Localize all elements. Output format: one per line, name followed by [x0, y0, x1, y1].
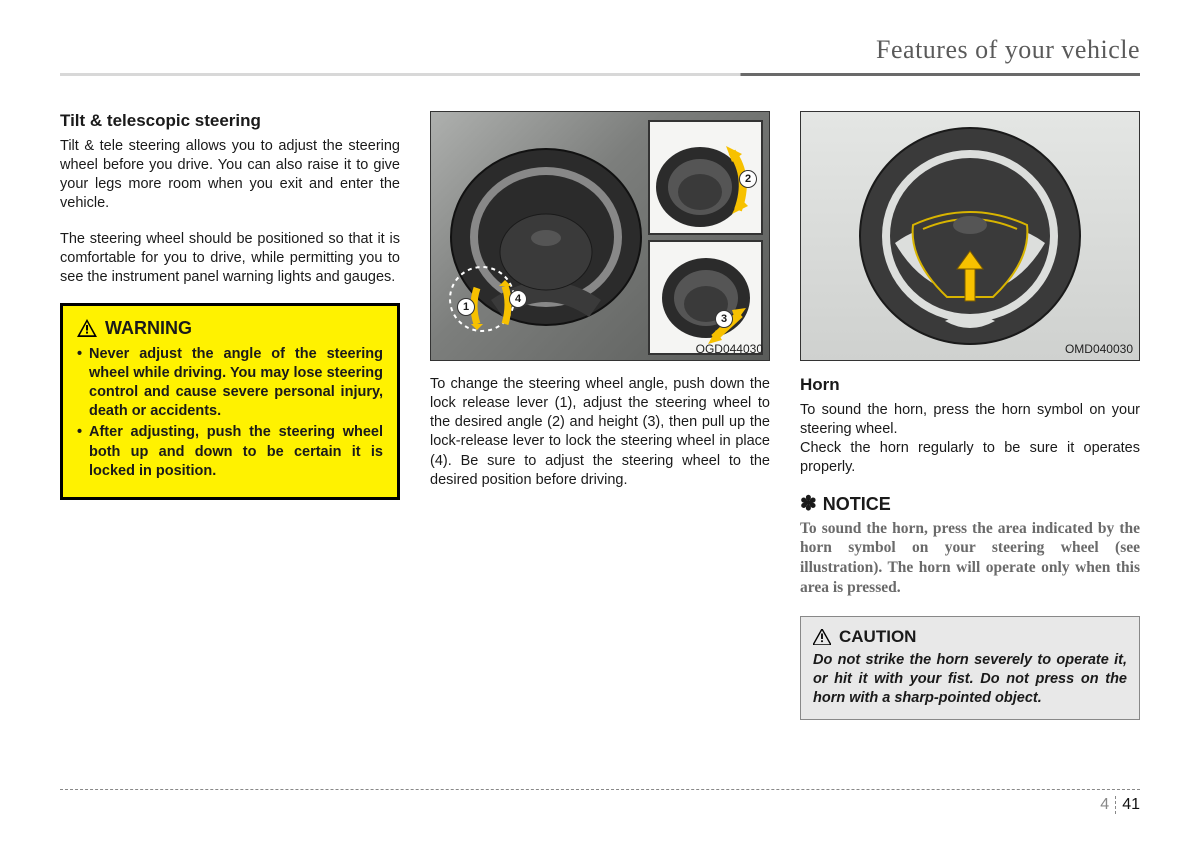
inset-wheel-bot-icon	[650, 242, 765, 357]
caution-label: CAUTION	[839, 627, 916, 647]
tilt-para-1: Tilt & tele steering allows you to adjus…	[60, 137, 400, 214]
page-footer: 4 41	[60, 789, 1140, 819]
column-3: OMD040030 Horn To sound the horn, press …	[800, 111, 1140, 720]
notice-text: To sound the horn, press the area indica…	[800, 519, 1140, 598]
notice-star-icon: ✽	[800, 494, 817, 514]
column-1: Tilt & telescopic steering Tilt & tele s…	[60, 111, 400, 720]
chapter-number: 4	[1100, 796, 1116, 814]
horn-para-2: Check the horn regularly to be sure it o…	[800, 439, 1140, 477]
page-num-value: 41	[1116, 796, 1140, 814]
callout-3: 3	[715, 310, 733, 328]
tilt-title: Tilt & telescopic steering	[60, 111, 400, 131]
warning-list: Never adjust the angle of the steering w…	[77, 345, 383, 481]
header-rule	[60, 73, 1140, 76]
tilt-instructions: To change the steering wheel angle, push…	[430, 375, 770, 490]
caution-box: CAUTION Do not strike the horn severely …	[800, 616, 1140, 721]
tilt-para-2: The steering wheel should be positioned …	[60, 230, 400, 287]
warning-head: WARNING	[77, 318, 383, 339]
column-2: 1 4 2	[430, 111, 770, 720]
warning-item-2: After adjusting, push the steering wheel…	[89, 423, 383, 480]
warning-triangle-icon	[77, 319, 97, 337]
caution-triangle-icon	[813, 629, 831, 645]
warning-box: WARNING Never adjust the angle of the st…	[60, 303, 400, 500]
inset-height: 3	[648, 240, 763, 355]
horn-wheel-illustration	[855, 121, 1085, 351]
callout-4: 4	[509, 290, 527, 308]
callout-1: 1	[457, 298, 475, 316]
page-header: Features of your vehicle	[60, 35, 1140, 65]
tilt-figure: 1 4 2	[430, 111, 770, 361]
inset-angle: 2	[648, 120, 763, 235]
notice-head: ✽ NOTICE	[800, 494, 1140, 515]
horn-para-1: To sound the horn, press the horn symbol…	[800, 401, 1140, 439]
notice-label: NOTICE	[823, 494, 891, 515]
caution-head: CAUTION	[813, 627, 1127, 647]
horn-figure: OMD040030	[800, 111, 1140, 361]
manual-page: Features of your vehicle Tilt & telescop…	[0, 0, 1200, 740]
callout-2: 2	[739, 170, 757, 188]
warning-label: WARNING	[105, 318, 192, 339]
content-columns: Tilt & telescopic steering Tilt & tele s…	[60, 111, 1140, 720]
page-number: 4 41	[1100, 796, 1140, 814]
horn-title: Horn	[800, 375, 1140, 395]
horn-figure-label: OMD040030	[1065, 342, 1133, 356]
caution-text: Do not strike the horn severely to opera…	[813, 651, 1127, 708]
tilt-figure-label: OGD044030	[696, 342, 763, 356]
warning-item-1: Never adjust the angle of the steering w…	[89, 345, 383, 422]
